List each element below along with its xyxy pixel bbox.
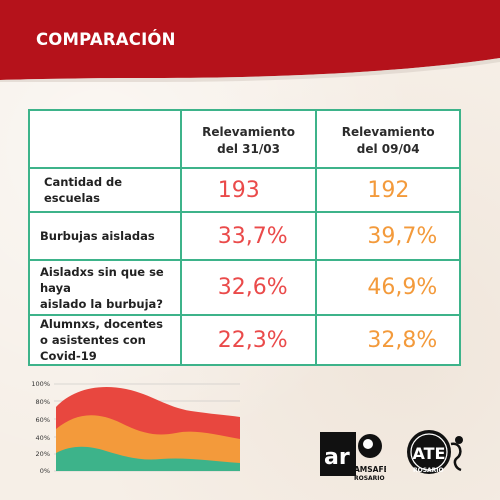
amsafe-mark: ar — [324, 445, 350, 470]
header-shape — [0, 0, 500, 82]
decorative-area-chart: 100% 80% 60% 40% 20% 0% — [31, 380, 240, 475]
row-label-line: o asistentes con Covid-19 — [40, 333, 146, 363]
tick-label: 20% — [36, 450, 50, 458]
column-header-line: del 09/04 — [356, 142, 420, 156]
ate-circle — [407, 430, 451, 474]
table-row: Burbujas aisladas 33,7% 39,7% — [28, 211, 461, 261]
row-label-line: Aisladxs sin que se haya — [40, 264, 164, 295]
tick-label: 60% — [36, 416, 50, 424]
row-label: Cantidad de escuelas — [28, 167, 182, 213]
ate-mark: ATE — [413, 444, 446, 463]
row-label: Burbujas aisladas — [28, 211, 182, 261]
figure-icon — [450, 442, 462, 472]
table-row: Aisladxs sin que se haya aislado la burb… — [28, 259, 461, 316]
tick-label: 80% — [36, 398, 50, 406]
row-label-line: Alumnxs, docentes — [40, 317, 163, 331]
amsafe-name: AMSAFE — [354, 465, 386, 474]
value-31-03: 33,7% — [179, 211, 318, 261]
area-green — [56, 446, 240, 471]
value-09-04: 39,7% — [315, 211, 461, 261]
row-label-line: aislado la burbuja? — [40, 296, 163, 311]
comparison-table: Relevamiento del 31/03 Relevamiento del … — [28, 109, 461, 366]
column-header-line: del 31/03 — [217, 142, 280, 156]
table-header-row: Relevamiento del 31/03 Relevamiento del … — [28, 109, 461, 169]
table-row: Cantidad de escuelas 193 192 — [28, 167, 461, 213]
column-header-line: Relevamiento — [202, 125, 295, 139]
row-label: Aisladxs sin que se haya aislado la burb… — [28, 259, 182, 316]
tick-label: 100% — [31, 380, 50, 388]
column-header-09-04: Relevamiento del 09/04 — [315, 109, 461, 169]
tick-label: 0% — [40, 467, 50, 475]
ate-city: ROSARIO — [413, 467, 444, 474]
page-title: COMPARACIÓN — [36, 30, 176, 49]
ate-logo: ATE ROSARIO — [407, 430, 463, 474]
amsafe-block — [320, 432, 356, 476]
tick-label: 40% — [36, 434, 50, 442]
table-row: Alumnxs, docentes o asistentes con Covid… — [28, 314, 461, 366]
column-header-line: Relevamiento — [341, 125, 435, 139]
value-09-04: 192 — [315, 167, 461, 213]
value-31-03: 22,3% — [179, 314, 318, 366]
column-header-31-03: Relevamiento del 31/03 — [179, 109, 318, 169]
header-banner: COMPARACIÓN — [0, 0, 500, 82]
header-empty-cell — [28, 109, 182, 169]
value-31-03: 32,6% — [179, 259, 318, 316]
amsafe-city: ROSARIO — [354, 475, 385, 482]
value-09-04: 32,8% — [315, 314, 461, 366]
amsafe-logo: ar AMSAFE ROSARIO — [320, 432, 386, 482]
row-label: Alumnxs, docentes o asistentes con Covid… — [28, 314, 182, 366]
value-31-03: 193 — [179, 167, 318, 213]
value-09-04: 46,9% — [315, 259, 461, 316]
